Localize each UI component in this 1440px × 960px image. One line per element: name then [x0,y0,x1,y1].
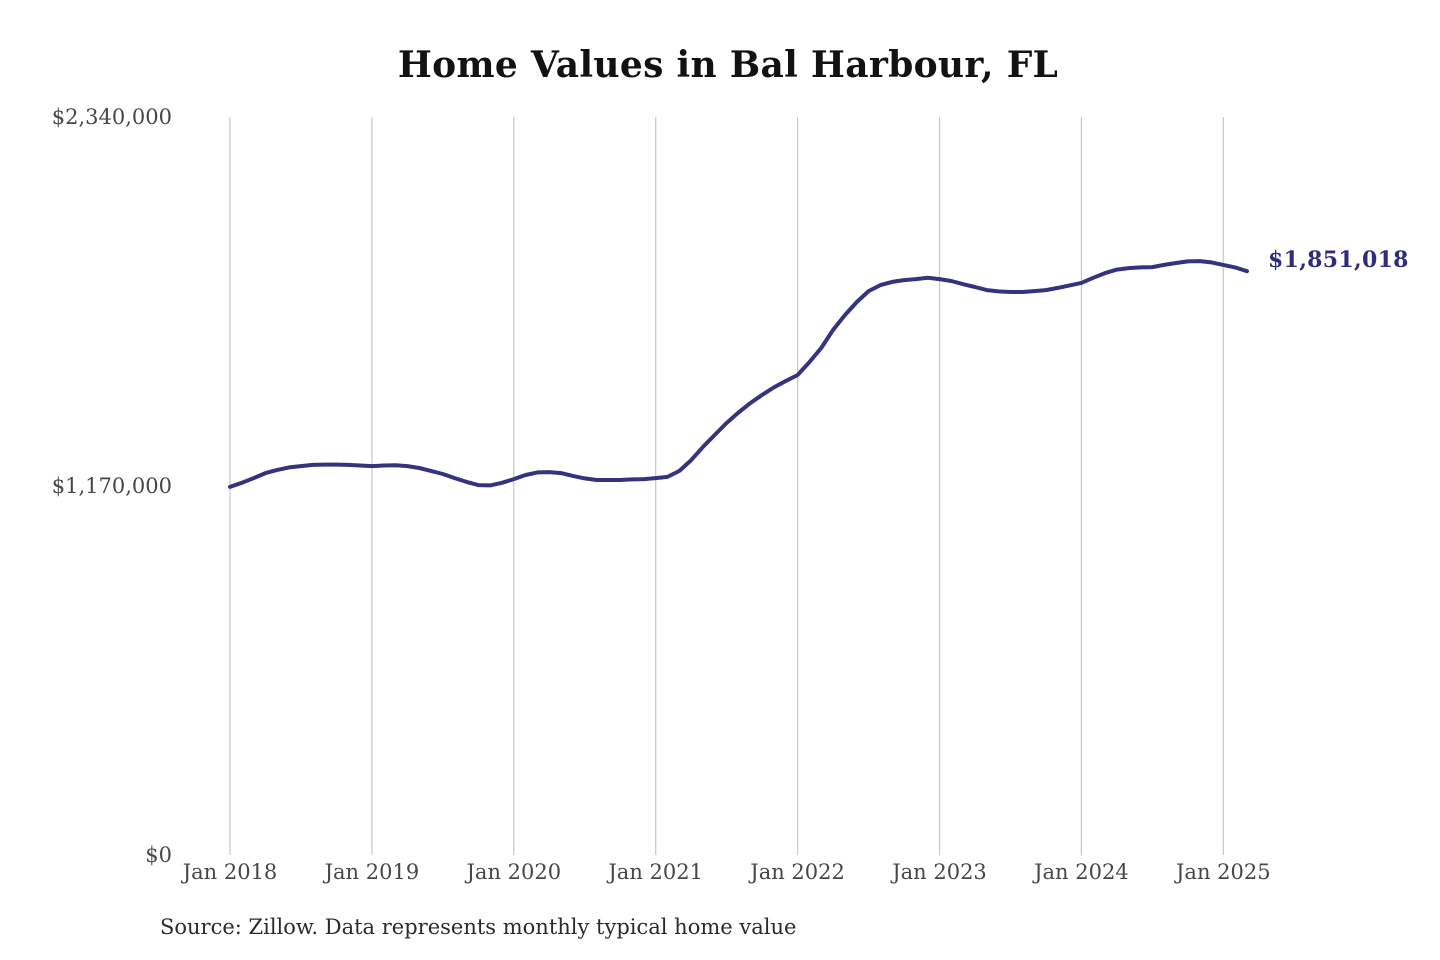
x-tick-label: Jan 2020 [466,860,562,884]
y-tick-label: $2,340,000 [51,105,172,129]
y-tick-label: $1,170,000 [51,474,172,498]
current-value-label: $1,851,018 [1268,247,1409,273]
x-tick-label: Jan 2018 [182,860,278,884]
x-tick-label: Jan 2019 [324,860,420,884]
x-tick-label: Jan 2024 [1034,860,1129,884]
x-tick-label: Jan 2023 [892,860,987,884]
y-tick-label: $0 [145,843,172,867]
vertical-gridlines [229,117,1224,855]
x-tick-label: Jan 2021 [608,860,703,884]
x-tick-label: Jan 2022 [750,860,845,884]
chart-title: Home Values in Bal Harbour, FL [397,44,1059,86]
source-note: Source: Zillow. Data represents monthly … [160,915,797,939]
home-value-line [228,259,1249,489]
x-tick-label: Jan 2025 [1176,860,1271,884]
